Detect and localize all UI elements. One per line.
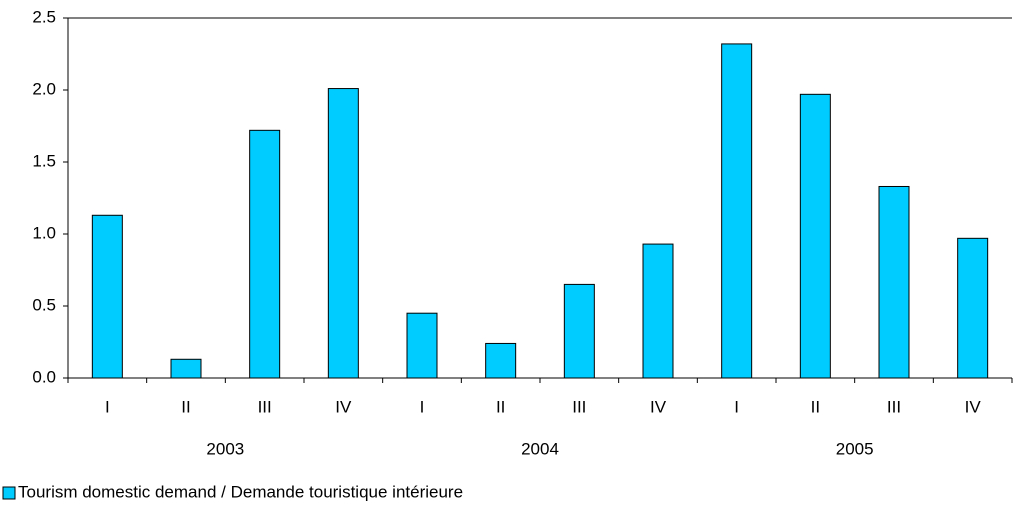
y-tick-label: 1.5 xyxy=(32,151,56,170)
x-tick-label: III xyxy=(572,397,586,416)
x-tick-label: II xyxy=(181,397,190,416)
bar xyxy=(721,43,753,379)
bar xyxy=(957,237,989,379)
y-tick-label: 1.0 xyxy=(32,223,56,242)
y-tick-label: 2.0 xyxy=(32,79,56,98)
bar xyxy=(327,88,359,379)
x-tick-label: IV xyxy=(650,397,667,416)
bar xyxy=(249,129,281,379)
x-tick-label: II xyxy=(811,397,820,416)
x-tick-label: I xyxy=(734,397,739,416)
y-tick-label: 0.0 xyxy=(32,367,56,386)
legend-label: Tourism domestic demand / Demande touris… xyxy=(18,482,463,501)
x-tick-label: II xyxy=(496,397,505,416)
x-tick-label: I xyxy=(105,397,110,416)
bar xyxy=(563,283,595,379)
x-tick-label: I xyxy=(420,397,425,416)
x-tick-label: III xyxy=(258,397,272,416)
bar xyxy=(642,243,674,379)
x-tick-label: III xyxy=(887,397,901,416)
bar xyxy=(170,358,202,379)
group-label: 2005 xyxy=(836,439,874,458)
x-tick-label: IV xyxy=(335,397,352,416)
y-tick-label: 2.5 xyxy=(32,7,56,26)
bar xyxy=(878,185,910,379)
group-label: 2004 xyxy=(521,439,559,458)
group-label: 2003 xyxy=(206,439,244,458)
y-tick-label: 0.5 xyxy=(32,295,56,314)
x-tick-label: IV xyxy=(965,397,982,416)
bar xyxy=(799,93,831,379)
bar xyxy=(91,214,123,379)
bar xyxy=(485,342,517,379)
bar xyxy=(406,312,438,379)
legend-swatch xyxy=(2,486,16,500)
